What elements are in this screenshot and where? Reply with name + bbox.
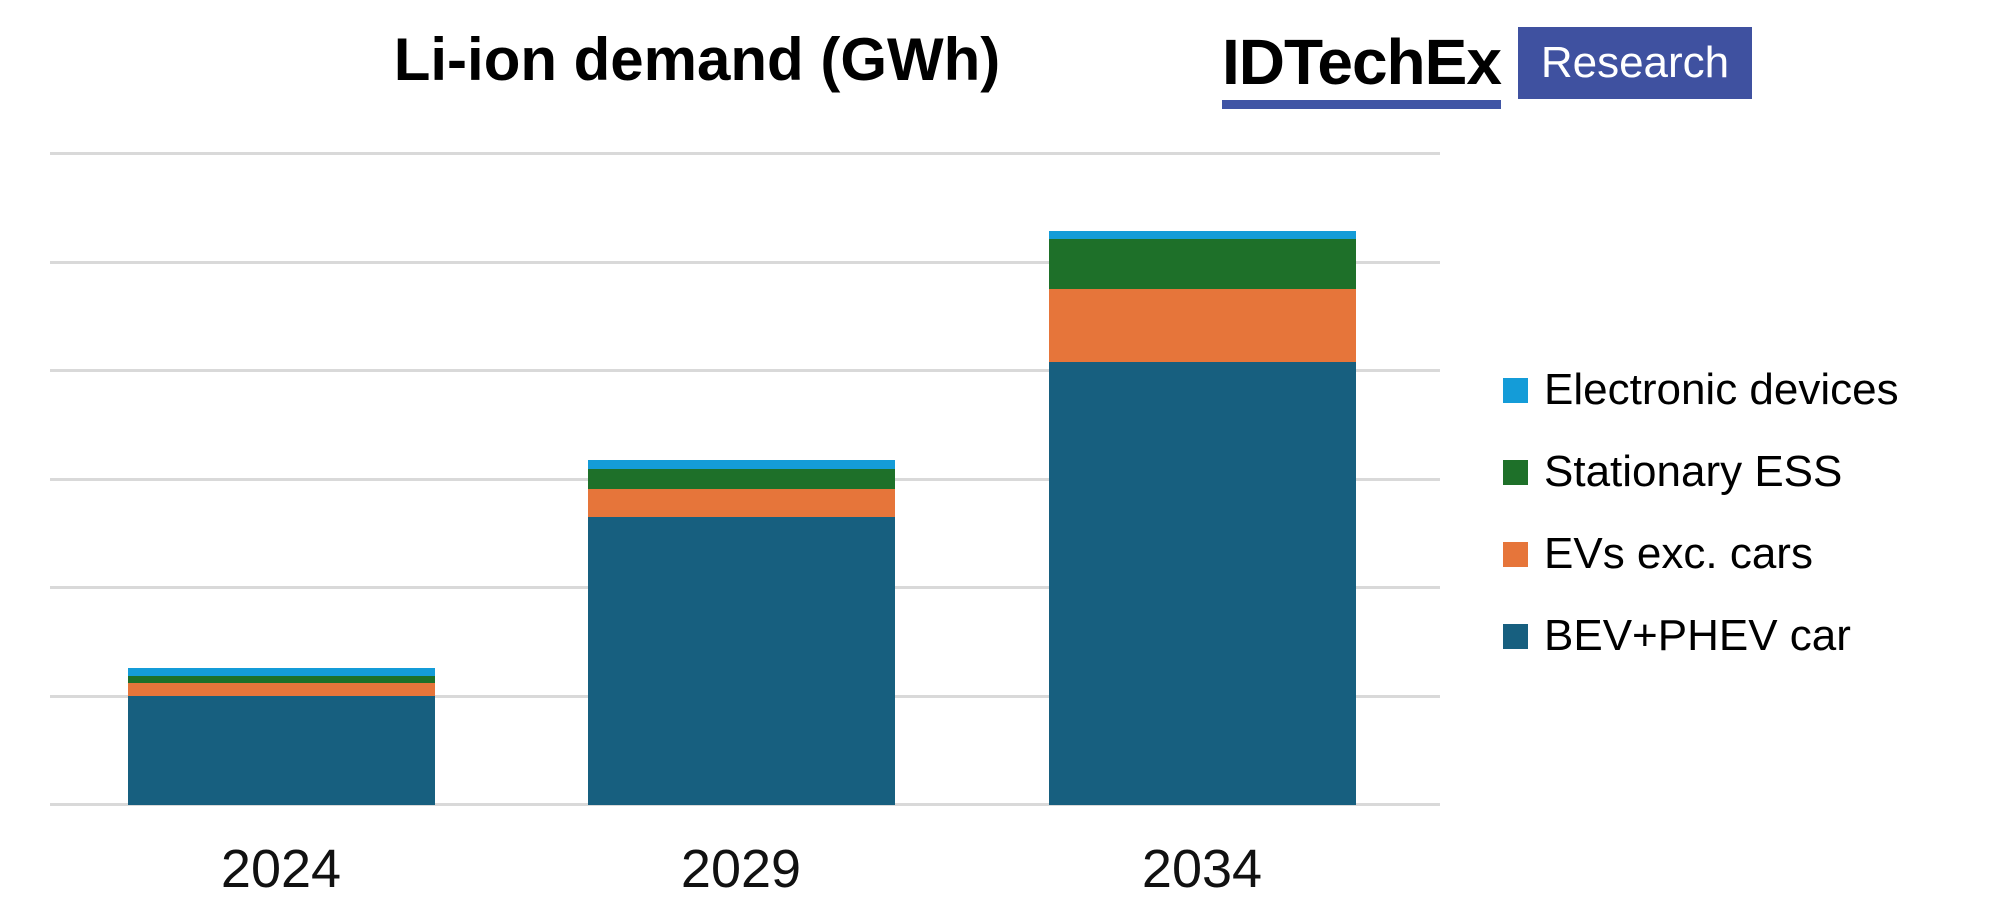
bar-2024 [128, 668, 435, 805]
legend-label: EVs exc. cars [1544, 529, 1813, 578]
segment-stationary-ess-2024 [128, 676, 435, 683]
segment-evs-exc-cars-2024 [128, 683, 435, 696]
legend-swatch-icon [1503, 377, 1528, 403]
segment-bev-phev-car-2024 [128, 696, 435, 805]
chart-title: Li-ion demand (GWh) [393, 26, 1001, 93]
legend-label: Stationary ESS [1544, 447, 1843, 496]
bar-2029 [588, 460, 895, 805]
segment-electronic-devices-2029 [588, 460, 895, 469]
legend-item-evs-exc-cars: EVs exc. cars [1503, 529, 1813, 579]
gridline [50, 261, 1440, 264]
segment-bev-phev-car-2029 [588, 517, 895, 805]
segment-evs-exc-cars-2034 [1049, 289, 1356, 362]
segment-bev-phev-car-2034 [1049, 362, 1356, 805]
legend-label: Electronic devices [1544, 365, 1899, 414]
legend-swatch-icon [1503, 541, 1528, 567]
bar-2034 [1049, 231, 1356, 805]
x-axis-label-2024: 2024 [220, 839, 342, 899]
segment-evs-exc-cars-2029 [588, 489, 895, 517]
segment-stationary-ess-2034 [1049, 239, 1356, 289]
research-label: Research [1540, 38, 1730, 87]
segment-electronic-devices-2024 [128, 668, 435, 676]
idtechex-wordmark: IDTechEx [1222, 30, 1502, 109]
x-axis-label-2034: 2034 [1141, 839, 1263, 899]
legend-label: BEV+PHEV car [1544, 611, 1851, 660]
legend-item-electronic-devices: Electronic devices [1503, 365, 1899, 415]
gridline [50, 369, 1440, 372]
legend-swatch-icon [1503, 459, 1528, 485]
x-axis-label-2029: 2029 [680, 839, 802, 899]
research-badge: Research [1518, 27, 1752, 99]
legend-item-stationary-ess: Stationary ESS [1503, 447, 1842, 497]
legend-item-bev-phev-car: BEV+PHEV car [1503, 611, 1851, 661]
segment-electronic-devices-2034 [1049, 231, 1356, 239]
segment-stationary-ess-2029 [588, 469, 895, 489]
legend-swatch-icon [1503, 623, 1528, 649]
gridline [50, 152, 1440, 155]
